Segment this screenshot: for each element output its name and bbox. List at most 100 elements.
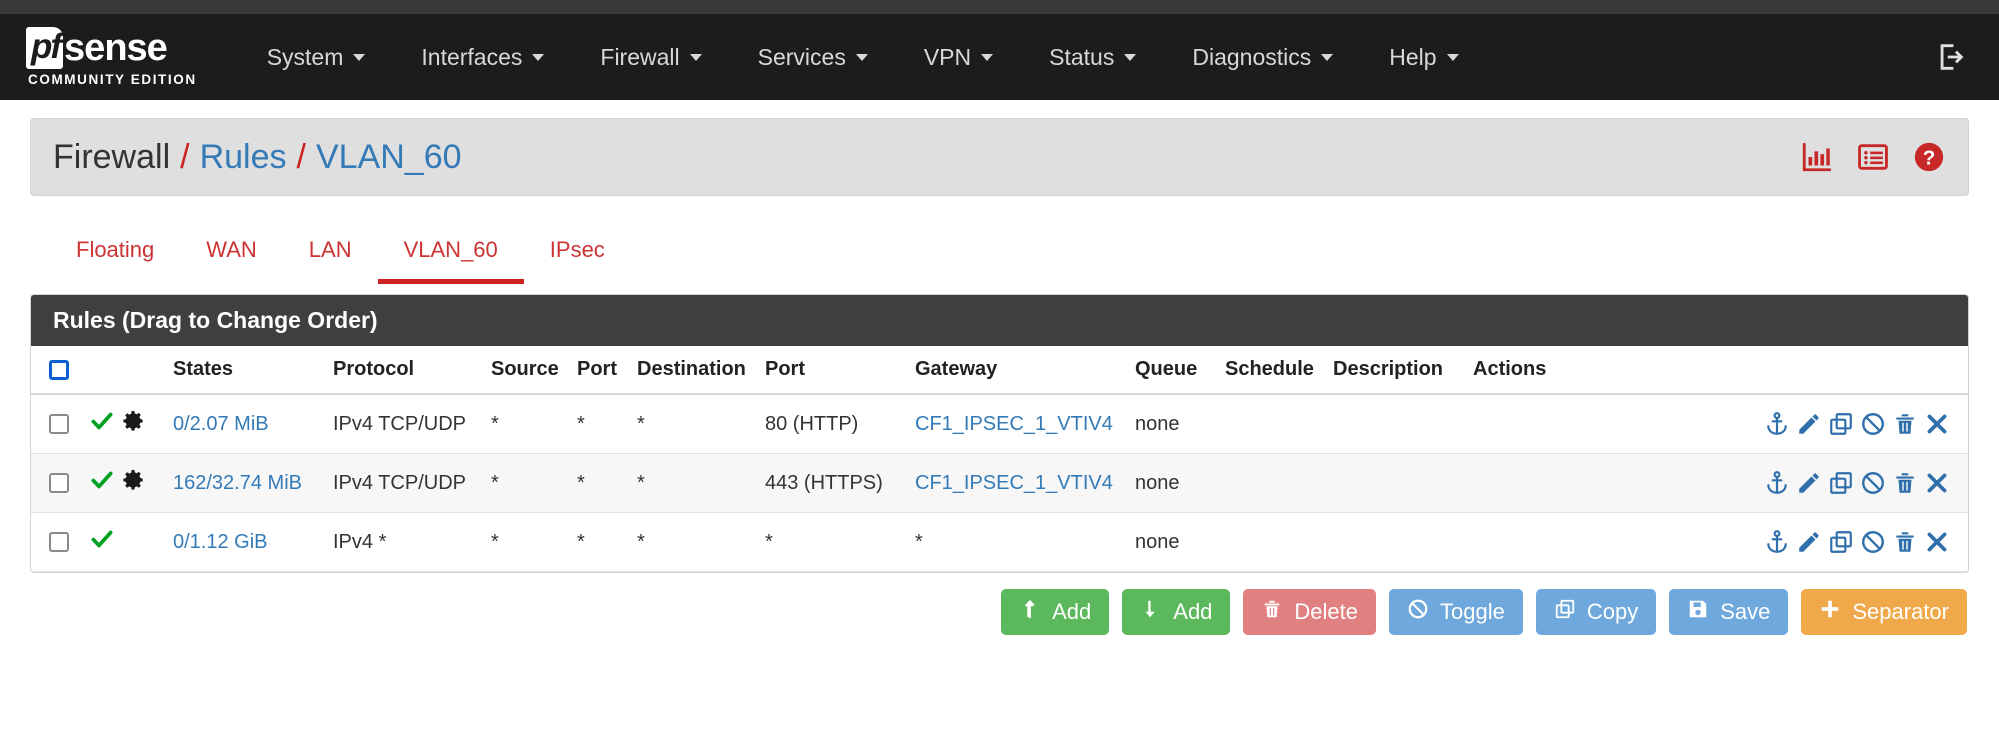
table-row[interactable]: 162/32.74 MiB IPv4 TCP/UDP * * * 443 (HT… — [31, 453, 1968, 513]
trash-icon[interactable] — [1892, 529, 1918, 555]
table-row[interactable]: 0/2.07 MiB IPv4 TCP/UDP * * * 80 (HTTP) … — [31, 394, 1968, 454]
breadcrumb-root: Firewall — [53, 137, 171, 176]
anchor-icon[interactable] — [1764, 411, 1790, 437]
select-all-checkbox[interactable] — [49, 359, 69, 380]
row-checkbox[interactable] — [49, 532, 69, 553]
anchor-icon[interactable] — [1764, 470, 1790, 496]
save-label: Save — [1720, 599, 1771, 624]
header-gateway: Gateway — [909, 346, 1129, 395]
row-source-port-cell: * — [571, 512, 631, 572]
pass-check-icon[interactable] — [89, 526, 115, 558]
add-rule-bottom-button[interactable]: Add — [1122, 589, 1231, 635]
tab-label-vlan60: VLAN_60 — [403, 237, 498, 262]
pass-check-icon[interactable] — [89, 408, 115, 440]
rules-table-body: 0/2.07 MiB IPv4 TCP/UDP * * * 80 (HTTP) … — [31, 394, 1968, 572]
row-schedule-cell — [1219, 453, 1327, 513]
pfsense-logo[interactable]: pf sense COMMUNITY EDITION — [26, 27, 197, 87]
status-icon-group — [89, 408, 161, 440]
tab-wan[interactable]: WAN — [180, 229, 283, 284]
anchor-icon[interactable] — [1764, 529, 1790, 555]
nav-item-status[interactable]: Status — [1021, 34, 1164, 81]
trash-icon[interactable] — [1892, 411, 1918, 437]
row-queue-cell: none — [1129, 453, 1219, 513]
disable-icon[interactable] — [1860, 411, 1886, 437]
log-list-icon[interactable] — [1856, 140, 1890, 174]
delete-rules-label: Delete — [1294, 599, 1359, 624]
gateway-link[interactable]: CF1_IPSEC_1_VTIV4 — [915, 412, 1113, 435]
header-select-all — [31, 346, 83, 395]
brand-edition-label: COMMUNITY EDITION — [28, 72, 197, 87]
copy-rules-button[interactable]: Copy — [1535, 589, 1657, 635]
svg-text:?: ? — [1923, 147, 1936, 170]
row-action-group — [1473, 411, 1950, 437]
copy-icon[interactable] — [1828, 470, 1854, 496]
edit-pencil-icon[interactable] — [1796, 411, 1822, 437]
nav-item-help[interactable]: Help — [1361, 34, 1486, 81]
row-protocol-cell: IPv4 * — [327, 512, 485, 572]
breadcrumb-separator: / — [296, 137, 306, 176]
add-separator-button[interactable]: Separator — [1801, 589, 1967, 635]
states-link[interactable]: 0/2.07 MiB — [173, 412, 269, 435]
row-protocol-cell: IPv4 TCP/UDP — [327, 453, 485, 513]
header-actions: Actions — [1467, 346, 1968, 395]
edit-pencil-icon[interactable] — [1796, 529, 1822, 555]
chevron-down-icon — [353, 53, 366, 61]
copy-icon[interactable] — [1828, 529, 1854, 555]
copy-icon[interactable] — [1828, 411, 1854, 437]
delete-x-icon[interactable] — [1924, 529, 1950, 555]
tab-label-floating: Floating — [76, 237, 155, 262]
advanced-gear-icon[interactable] — [121, 409, 145, 439]
states-link[interactable]: 0/1.12 GiB — [173, 530, 268, 553]
trash-icon[interactable] — [1892, 470, 1918, 496]
states-link[interactable]: 162/32.74 MiB — [173, 471, 302, 494]
window-top-strip — [0, 0, 1999, 14]
toggle-rules-button[interactable]: Toggle — [1389, 589, 1523, 635]
nav-item-interfaces[interactable]: Interfaces — [393, 34, 572, 81]
arrow-down-icon — [1140, 598, 1162, 626]
row-checkbox[interactable] — [49, 414, 69, 435]
tab-vlan60[interactable]: VLAN_60 — [377, 229, 524, 284]
row-action-group — [1473, 529, 1950, 555]
header-status-icons — [83, 346, 167, 395]
save-button[interactable]: Save — [1669, 589, 1789, 635]
row-protocol-cell: IPv4 TCP/UDP — [327, 394, 485, 454]
interface-tabs: Floating WAN LAN VLAN_60 IPsec — [30, 222, 1969, 284]
row-actions-cell — [1467, 453, 1968, 513]
breadcrumb-link-vlan60[interactable]: VLAN_60 — [315, 137, 462, 176]
tab-floating[interactable]: Floating — [50, 229, 180, 284]
disable-icon[interactable] — [1860, 529, 1886, 555]
logout-icon[interactable] — [1935, 40, 1969, 74]
nav-item-diagnostics[interactable]: Diagnostics — [1164, 34, 1361, 81]
nav-item-firewall[interactable]: Firewall — [572, 34, 729, 81]
delete-rules-button[interactable]: Delete — [1243, 589, 1377, 635]
row-states-cell: 0/2.07 MiB — [167, 394, 327, 454]
copy-rules-label: Copy — [1586, 599, 1639, 624]
row-gateway-cell: CF1_IPSEC_1_VTIV4 — [909, 394, 1129, 454]
row-checkbox[interactable] — [49, 473, 69, 494]
breadcrumb: Firewall / Rules / VLAN_60 — [53, 138, 462, 177]
tab-lan[interactable]: LAN — [283, 229, 378, 284]
advanced-gear-icon[interactable] — [121, 468, 145, 498]
nav-item-services[interactable]: Services — [730, 34, 896, 81]
pass-check-icon[interactable] — [89, 467, 115, 499]
gateway-link[interactable]: CF1_IPSEC_1_VTIV4 — [915, 471, 1113, 494]
help-icon[interactable]: ? — [1912, 140, 1946, 174]
table-row[interactable]: 0/1.12 GiB IPv4 * * * * * * none — [31, 512, 1968, 572]
row-source-port-cell: * — [571, 453, 631, 513]
row-queue-cell: none — [1129, 512, 1219, 572]
breadcrumb-link-rules[interactable]: Rules — [199, 137, 287, 176]
brand-sense-text: sense — [64, 27, 168, 69]
disable-icon[interactable] — [1860, 470, 1886, 496]
delete-x-icon[interactable] — [1924, 470, 1950, 496]
edit-pencil-icon[interactable] — [1796, 470, 1822, 496]
tab-ipsec[interactable]: IPsec — [524, 229, 631, 284]
add-rule-top-button[interactable]: Add — [1001, 589, 1110, 635]
nav-label-services: Services — [757, 43, 846, 70]
delete-x-icon[interactable] — [1924, 411, 1950, 437]
row-destination-cell: * — [631, 394, 759, 454]
nav-item-system[interactable]: System — [239, 34, 394, 81]
row-status-cell — [83, 453, 167, 513]
nav-item-vpn[interactable]: VPN — [896, 34, 1021, 81]
row-description-cell — [1327, 394, 1467, 454]
chart-icon[interactable] — [1800, 140, 1834, 174]
